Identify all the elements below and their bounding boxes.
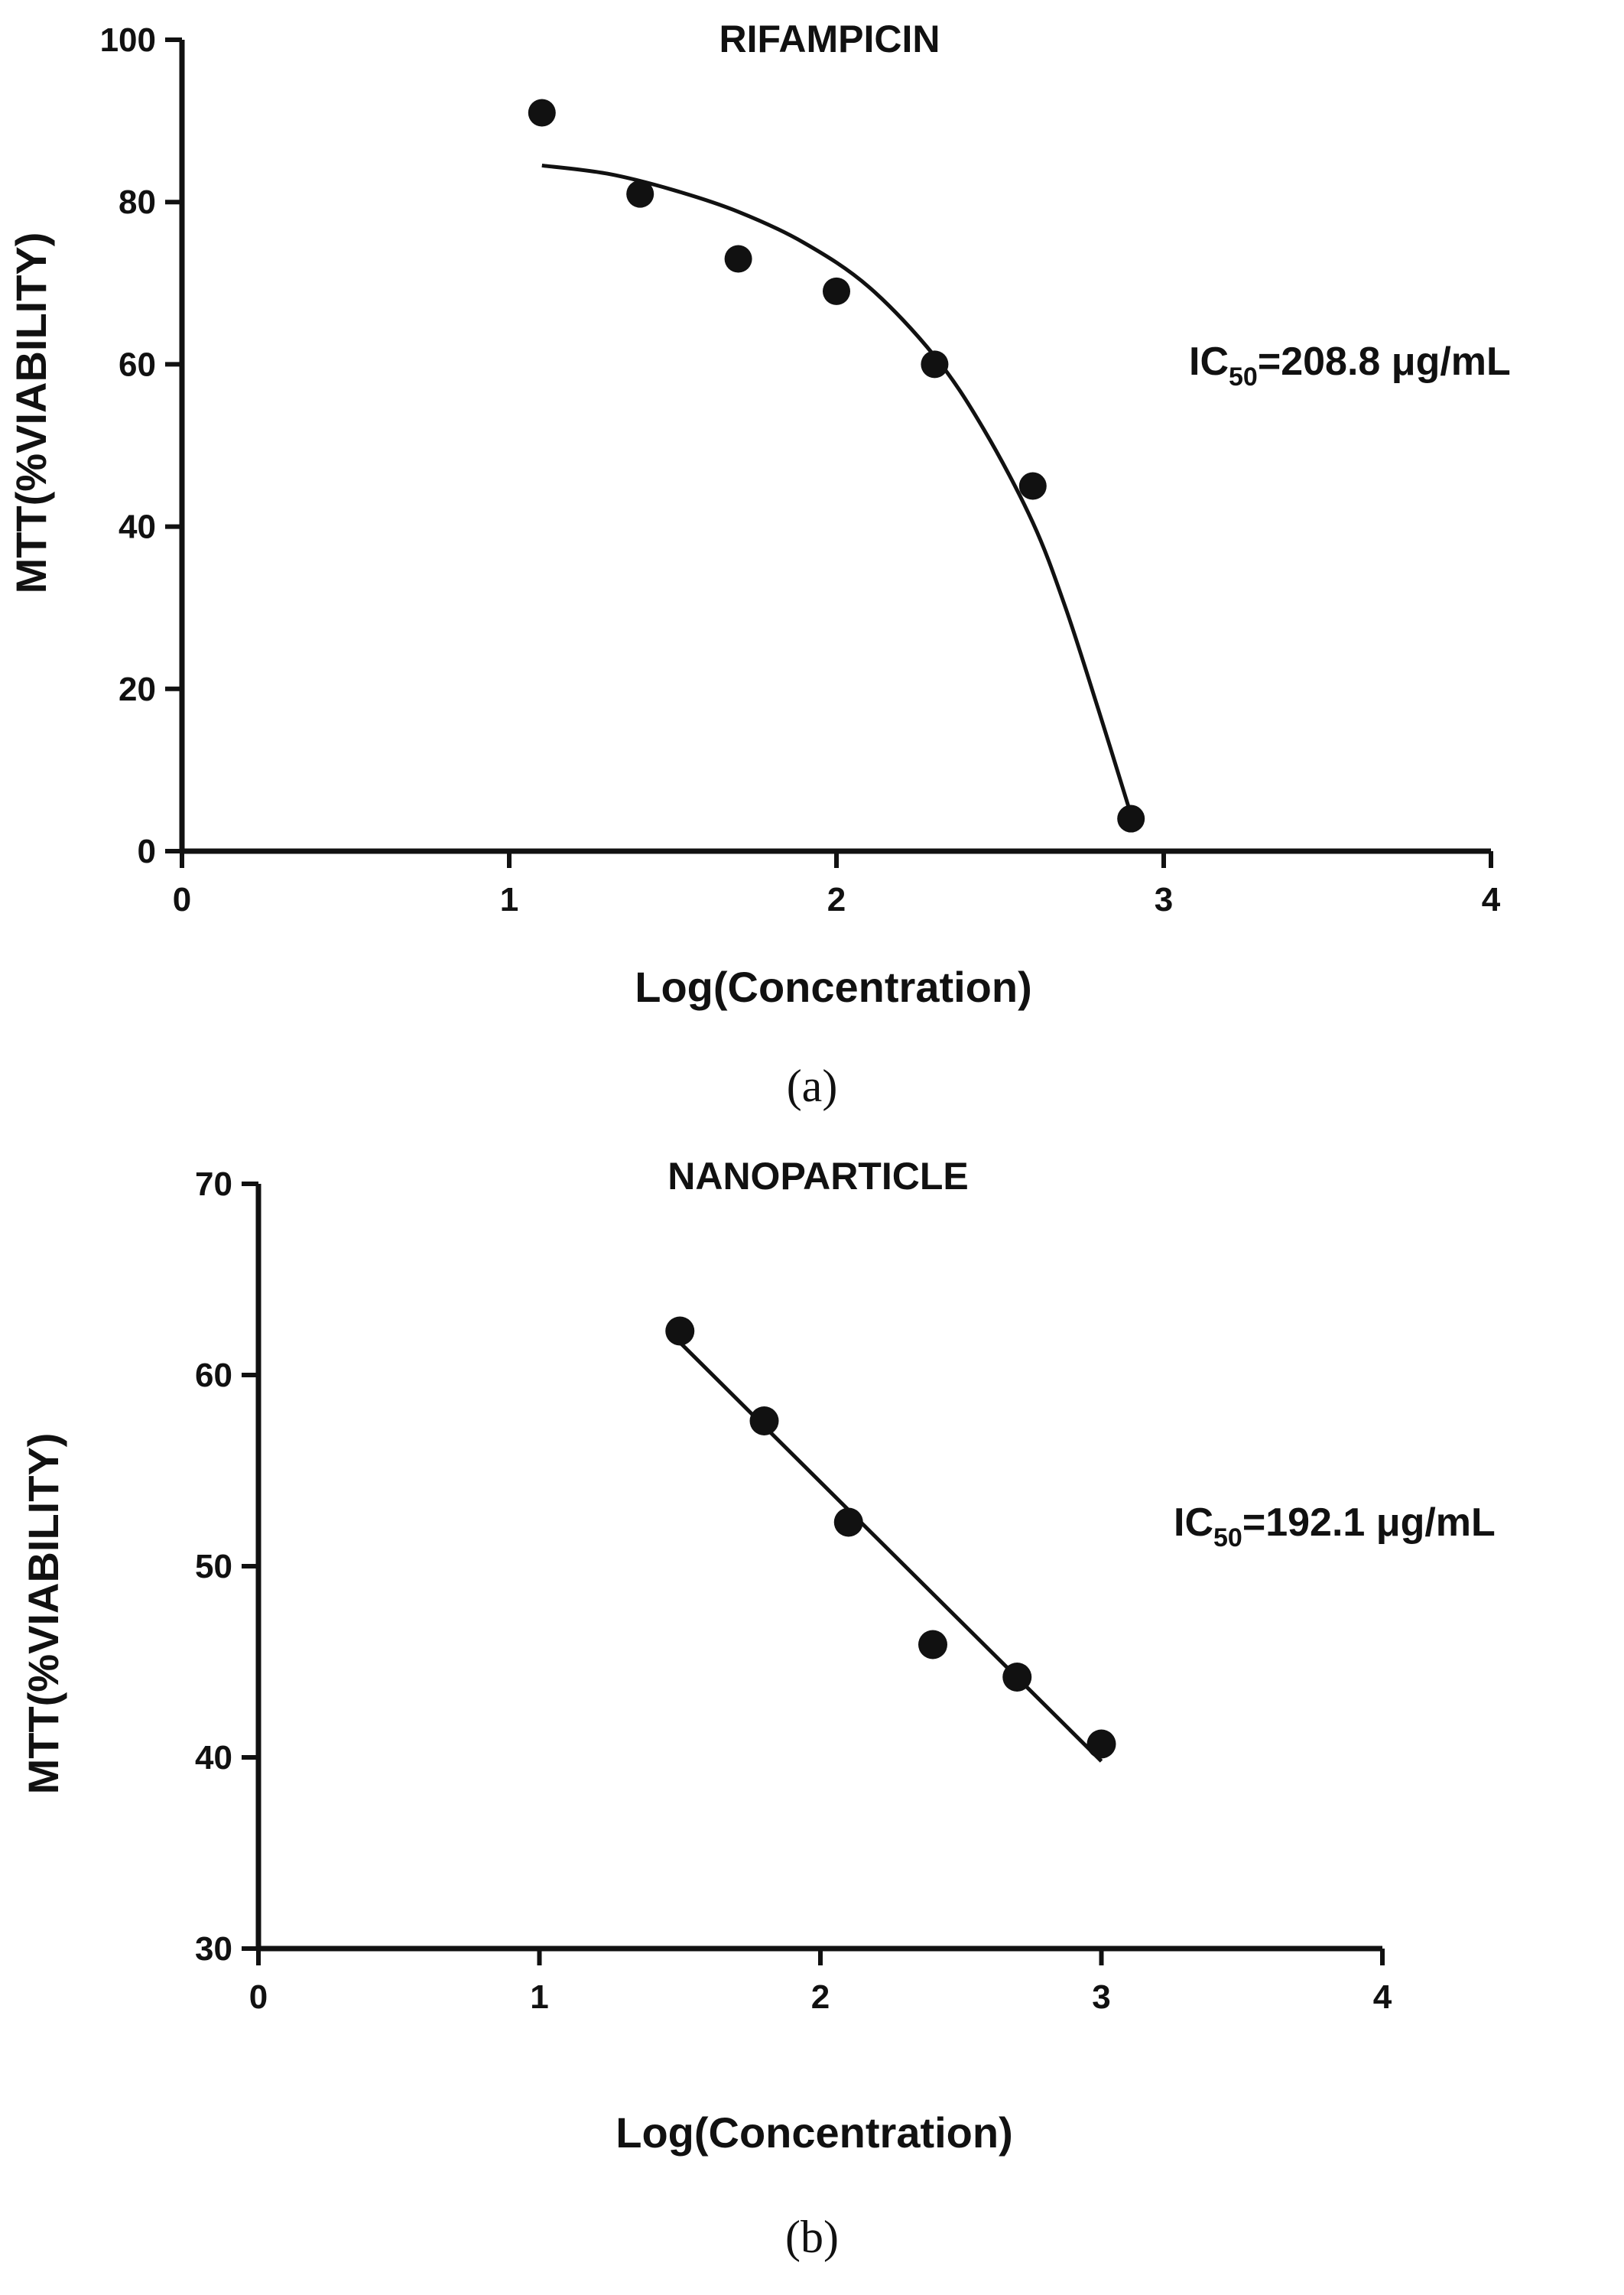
data-points (528, 99, 1145, 833)
axes: 0 20 40 60 80 100 0 1 2 3 4 (100, 21, 1501, 918)
y-tick-label: 30 (195, 1930, 232, 1968)
chart-title: NANOPARTICLE (667, 1155, 969, 1198)
y-tick-label: 100 (100, 21, 156, 59)
chart-panel-a: RIFAMPICIN MTT(%VIABILITY) Log(Concentra… (7, 18, 1511, 1111)
axes: 30 40 50 60 70 0 1 2 3 4 (195, 1165, 1392, 2016)
ic50-annotation: IC50=208.8 μg/mL (1189, 340, 1511, 392)
ic50-prefix: IC (1174, 1500, 1213, 1545)
x-tick-label: 4 (1482, 881, 1501, 918)
data-point (1117, 805, 1145, 833)
y-tick-label: 40 (195, 1739, 232, 1777)
x-axis-label: Log(Concentration) (615, 2108, 1012, 2157)
data-point (528, 99, 556, 127)
ic50-value: =208.8 μg/mL (1258, 340, 1511, 384)
data-point (626, 180, 654, 208)
x-tick-label: 1 (500, 881, 518, 918)
y-tick-label: 20 (119, 671, 156, 708)
x-tick-label: 2 (827, 881, 846, 918)
data-point (918, 1630, 947, 1659)
y-tick-label: 0 (138, 833, 156, 870)
ic50-subscript: 50 (1213, 1523, 1242, 1552)
fit-curve (678, 1341, 1103, 1763)
y-tick-label: 60 (195, 1357, 232, 1394)
y-tick-label: 60 (119, 346, 156, 383)
chart-title: RIFAMPICIN (719, 18, 940, 60)
data-point (823, 277, 850, 305)
ic50-subscript: 50 (1229, 362, 1258, 392)
x-tick-label: 0 (173, 881, 191, 918)
fit-curve (541, 163, 1133, 816)
y-tick-label: 40 (119, 509, 156, 546)
x-tick-label: 2 (811, 1978, 830, 2016)
y-tick-label: 70 (195, 1165, 232, 1203)
x-tick-label: 3 (1155, 881, 1173, 918)
data-point (1018, 472, 1047, 500)
y-axis-label: MTT(%VIABILITY) (7, 232, 55, 594)
x-tick-label: 3 (1092, 1978, 1110, 2016)
ic50-annotation: IC50=192.1 μg/mL (1174, 1500, 1496, 1552)
x-tick-label: 4 (1373, 1978, 1392, 2016)
chart-panel-b: NANOPARTICLE MTT(%VIABILITY) Log(Concent… (19, 1155, 1496, 2262)
data-point (724, 245, 752, 273)
data-point (749, 1406, 779, 1435)
x-tick-label: 1 (530, 1978, 548, 2016)
x-tick-label: 0 (249, 1978, 268, 2016)
data-point (833, 1507, 863, 1537)
fit-curve-layer (541, 163, 1133, 816)
panel-label: (b) (785, 2212, 839, 2262)
ic50-prefix: IC (1189, 340, 1229, 384)
data-points (665, 1316, 1116, 1759)
data-point (665, 1316, 695, 1346)
x-axis-label: Log(Concentration) (635, 963, 1031, 1011)
y-tick-label: 50 (195, 1548, 232, 1585)
fit-line-layer (678, 1341, 1103, 1763)
data-point (921, 350, 949, 379)
panel-label: (a) (787, 1061, 838, 1111)
ic50-value: =192.1 μg/mL (1242, 1500, 1496, 1545)
y-axis-label: MTT(%VIABILITY) (19, 1433, 67, 1795)
data-point (1086, 1729, 1116, 1759)
y-tick-label: 80 (119, 184, 156, 221)
data-point (1002, 1663, 1032, 1692)
